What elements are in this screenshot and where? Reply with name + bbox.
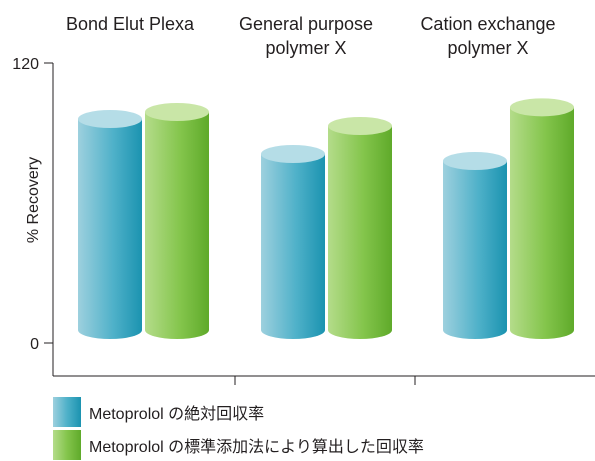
y-tick-label-min: 0 (30, 336, 39, 353)
bar-top-cap (261, 145, 325, 163)
category-label-cation-exchange-polymer: Cation exchange polymer X (420, 14, 556, 58)
legend-item-absolute-recovery: Metoprolol の絶対回収率 (53, 397, 264, 427)
bar-body (78, 119, 142, 339)
bars-group (78, 98, 574, 339)
bar-absolute-bond-elut-plexa (78, 110, 142, 339)
bar-absolute-cation-exchange-polymer (443, 152, 507, 339)
bar-absolute-general-purpose-polymer (261, 145, 325, 339)
bar-standard-addition-bond-elut-plexa (145, 103, 209, 339)
bar-standard-addition-cation-exchange-polymer (510, 98, 574, 339)
legend-swatch-blue (53, 397, 81, 427)
category-label-general-purpose-polymer: General purpose polymer X (238, 14, 374, 58)
y-tick-label-max: 120 (12, 56, 39, 73)
y-axis-title: % Recovery (25, 157, 42, 243)
legend-label-standard-addition-recovery: Metoprolol の標準添加法により算出した回収率 (89, 439, 424, 456)
bar-body (328, 126, 392, 339)
legend-item-standard-addition-recovery: Metoprolol の標準添加法により算出した回収率 (53, 430, 424, 460)
bar-top-cap (510, 98, 574, 117)
bar-top-cap (328, 117, 392, 135)
legend-swatch-green (53, 430, 81, 460)
bar-top-cap (443, 152, 507, 170)
category-label-bond-elut-plexa: Bond Elut Plexa (65, 14, 195, 34)
bar-body (510, 107, 574, 339)
bar-body (261, 154, 325, 339)
bar-body (443, 161, 507, 339)
bar-body (145, 112, 209, 339)
bar-standard-addition-general-purpose-polymer (328, 117, 392, 339)
bar-top-cap (78, 110, 142, 128)
legend-label-absolute-recovery: Metoprolol の絶対回収率 (89, 406, 265, 423)
bar-top-cap (145, 103, 209, 121)
